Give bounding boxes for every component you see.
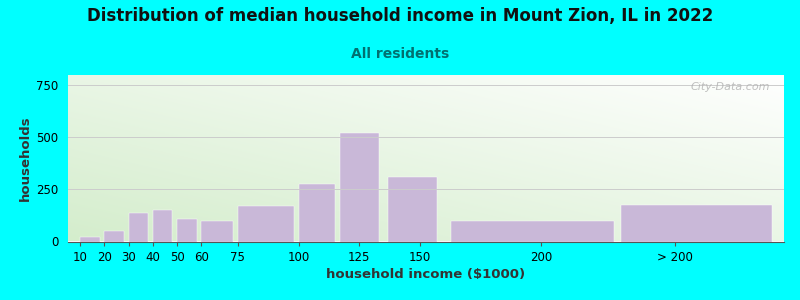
Bar	[105, 231, 124, 242]
Bar	[622, 205, 772, 242]
Bar	[80, 237, 99, 242]
Bar	[129, 213, 148, 242]
X-axis label: household income ($1000): household income ($1000)	[326, 268, 526, 281]
Y-axis label: households: households	[19, 116, 32, 201]
Bar	[153, 210, 172, 242]
Bar	[238, 206, 294, 242]
Text: All residents: All residents	[351, 46, 449, 61]
Bar	[388, 177, 437, 242]
Bar	[178, 219, 197, 242]
Text: City-Data.com: City-Data.com	[690, 82, 770, 92]
Bar	[451, 221, 614, 242]
Bar	[340, 133, 378, 242]
Bar	[202, 221, 233, 242]
Text: Distribution of median household income in Mount Zion, IL in 2022: Distribution of median household income …	[87, 8, 713, 26]
Bar	[298, 184, 335, 242]
